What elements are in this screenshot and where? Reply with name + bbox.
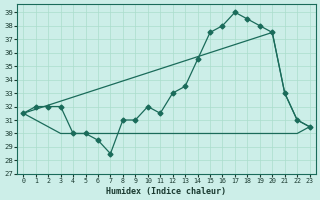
X-axis label: Humidex (Indice chaleur): Humidex (Indice chaleur) [107,187,227,196]
